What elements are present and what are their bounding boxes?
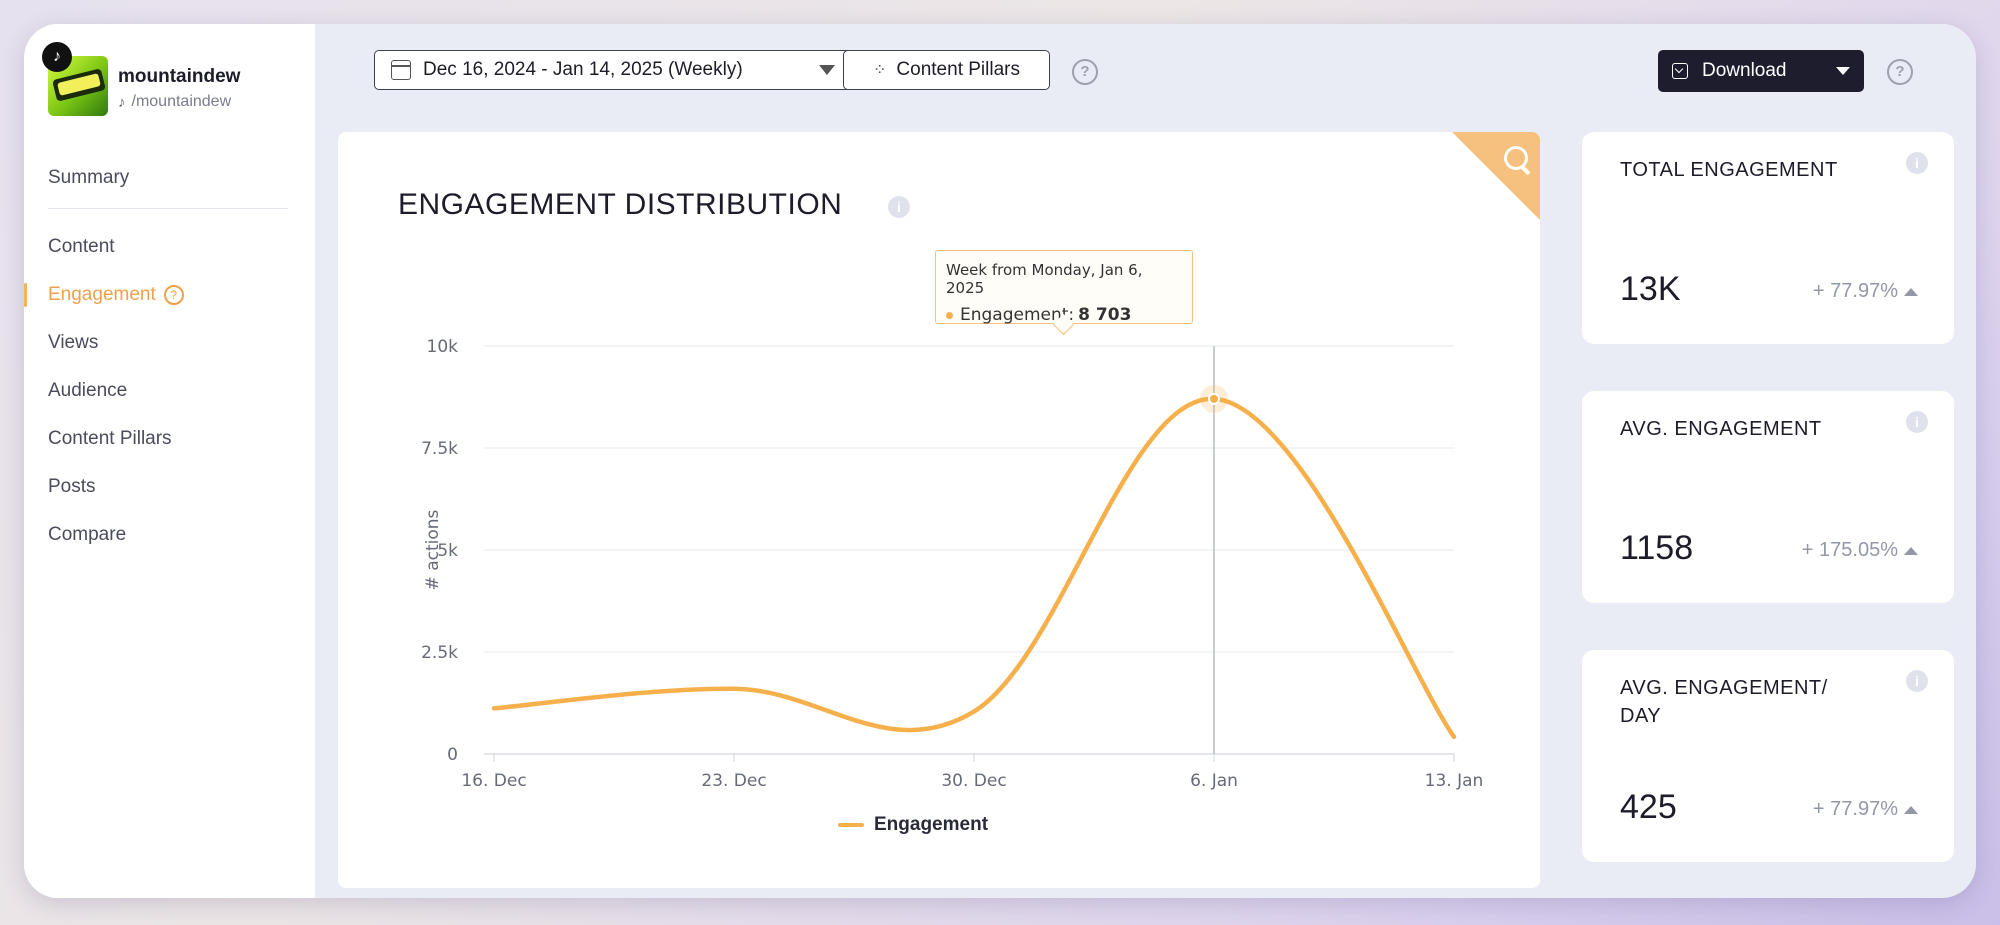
profile-handle-text: /mountaindew	[131, 93, 232, 110]
sidebar-item-content[interactable]: Content	[48, 236, 115, 257]
sidebar-item-content-pillars[interactable]: Content Pillars	[48, 428, 172, 449]
x-tick-label: 16. Dec	[461, 771, 526, 791]
tiktok-icon: ♪	[42, 42, 72, 72]
stat-delta: + 77.97%	[1813, 798, 1918, 821]
sidebar-item-audience[interactable]: Audience	[48, 380, 128, 401]
stat-card-avg-engagement-per-day: AVG. ENGAGEMENT/ DAY i 425 + 77.97%	[1582, 650, 1954, 862]
tooltip-series: Engagement:	[960, 305, 1075, 325]
content-pillars-label: Content Pillars	[896, 59, 1020, 80]
stat-delta-text: + 175.05%	[1801, 539, 1898, 561]
tooltip-value: 8 703	[1078, 305, 1132, 325]
sidebar-nav: Summary Content Engagement? Views Audien…	[24, 154, 308, 559]
chart-tooltip: Week from Monday, Jan 6, 2025 Engagement…	[935, 250, 1193, 325]
calendar-icon	[391, 60, 411, 80]
engagement-distribution-card: ENGAGEMENT DISTRIBUTION i 0 2.5k 5k 7.5k 10k…	[338, 132, 1540, 888]
chart-title: ENGAGEMENT DISTRIBUTION	[398, 188, 843, 221]
arrow-up-icon	[1904, 546, 1918, 555]
stat-delta-text: + 77.97%	[1812, 280, 1898, 302]
help-icon[interactable]: ?	[163, 284, 184, 305]
series-dot	[946, 311, 953, 319]
stat-card-total-engagement: TOTAL ENGAGEMENT i 13K + 77.97%	[1582, 132, 1954, 344]
help-icon[interactable]: ?	[1887, 59, 1913, 85]
x-tick-label: 6. Jan	[1190, 771, 1238, 791]
legend-label: Engagement	[874, 814, 989, 835]
x-tick-label: 13. Jan	[1425, 771, 1484, 791]
stat-value: 1158	[1620, 529, 1694, 567]
download-icon	[1672, 63, 1688, 79]
y-tick-label: 7.5k	[421, 439, 458, 459]
stat-delta: + 175.05%	[1802, 539, 1918, 562]
stat-card-avg-engagement: AVG. ENGAGEMENT i 1158 + 175.05%	[1582, 391, 1954, 603]
profile-handle: ♪ /mountaindew	[118, 93, 231, 111]
sidebar-item-compare[interactable]: Compare	[48, 524, 127, 545]
stat-delta-text: + 77.97%	[1812, 798, 1898, 820]
divider	[48, 208, 288, 209]
arrow-up-icon	[1904, 287, 1918, 296]
stat-label: AVG. ENGAGEMENT	[1620, 418, 1822, 440]
info-icon[interactable]: i	[1906, 152, 1928, 174]
sidebar-item-engagement[interactable]: Engagement?	[24, 271, 308, 319]
stat-label: AVG. ENGAGEMENT/ DAY	[1620, 677, 1828, 727]
stat-value: 425	[1620, 788, 1677, 826]
engagement-series-line	[491, 396, 1457, 740]
y-tick-label: 2.5k	[421, 643, 458, 663]
profile-header[interactable]: ♪ mountaindew ♪ /mountaindew	[42, 42, 308, 116]
download-label: Download	[1702, 60, 1787, 81]
y-axis-label: # actions	[423, 509, 443, 590]
date-range-label: Dec 16, 2024 - Jan 14, 2025 (Weekly)	[423, 59, 743, 80]
zoom-corner[interactable]	[1452, 132, 1540, 220]
profile-name: mountaindew	[118, 66, 241, 87]
chart-legend[interactable]: Engagement	[838, 814, 988, 836]
help-icon[interactable]: ?	[1072, 59, 1098, 85]
info-icon[interactable]: i	[888, 196, 910, 218]
y-tick-label: 0	[447, 745, 458, 765]
search-icon	[1504, 146, 1528, 170]
sidebar-item-views[interactable]: Views	[48, 332, 99, 353]
data-point	[1208, 392, 1220, 405]
sidebar-item-label: Engagement	[48, 284, 156, 305]
x-tick-label: 30. Dec	[941, 771, 1006, 791]
sparkle-icon: ⁘	[873, 62, 887, 79]
arrow-up-icon	[1904, 805, 1918, 814]
sidebar: ♪ mountaindew ♪ /mountaindew Summary Con…	[24, 24, 315, 898]
y-tick-label: 5k	[437, 541, 458, 561]
tooltip-week: Week from Monday, Jan 6, 2025	[946, 261, 1143, 297]
sidebar-item-posts[interactable]: Posts	[48, 476, 96, 497]
engagement-line-chart[interactable]: 0 2.5k 5k 7.5k 10k 16. Dec 23. Dec 30. Dec 6. Ja…	[338, 132, 1540, 888]
x-tick-label: 23. Dec	[701, 771, 766, 791]
download-button[interactable]: Download	[1658, 50, 1864, 92]
y-tick-label: 10k	[427, 337, 459, 357]
date-range-picker[interactable]: Dec 16, 2024 - Jan 14, 2025 (Weekly)	[374, 50, 852, 90]
chevron-down-icon	[819, 65, 835, 75]
sidebar-item-summary[interactable]: Summary	[48, 167, 130, 188]
stat-label: TOTAL ENGAGEMENT	[1620, 159, 1838, 181]
stat-value: 13K	[1620, 270, 1681, 308]
info-icon[interactable]: i	[1906, 411, 1928, 433]
tooltip-value-row: Engagement: 8 703	[946, 305, 1182, 325]
chevron-down-icon[interactable]	[1836, 67, 1850, 75]
content-pillars-button[interactable]: ⁘ Content Pillars	[843, 50, 1050, 90]
info-icon[interactable]: i	[1906, 670, 1928, 692]
legend-swatch	[838, 823, 864, 827]
tiktok-icon: ♪	[118, 93, 126, 111]
stat-delta: + 77.97%	[1813, 280, 1918, 303]
app-window: ♪ mountaindew ♪ /mountaindew Summary Con…	[24, 24, 1976, 898]
